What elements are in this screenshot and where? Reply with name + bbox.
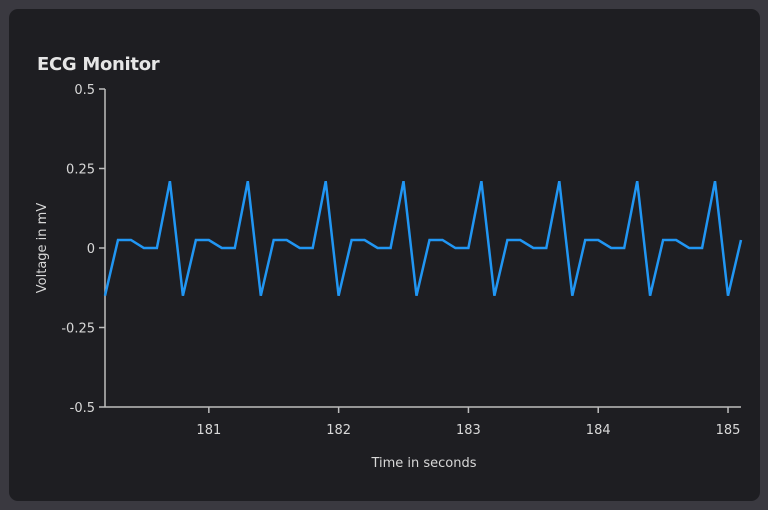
chart-card: ECG Monitor — [9, 9, 760, 501]
x-tick-label: 184 — [586, 423, 611, 438]
chart-title: ECG Monitor — [37, 54, 160, 75]
y-tick-label: -0.25 — [61, 322, 95, 337]
x-axis-label: Time in seconds — [370, 456, 476, 471]
y-tick-label: 0 — [87, 242, 95, 257]
y-tick-label: -0.5 — [70, 401, 95, 416]
x-tick-label: 181 — [196, 423, 221, 438]
x-tick-label: 185 — [716, 423, 741, 438]
x-tick-label: 182 — [326, 423, 351, 438]
y-tick-label: 0.5 — [74, 83, 95, 98]
x-tick-label: 183 — [456, 423, 481, 438]
y-axis-label: Voltage in mV — [35, 203, 50, 294]
ecg-series-line — [103, 180, 743, 296]
y-tick-label: 0.25 — [66, 163, 95, 178]
